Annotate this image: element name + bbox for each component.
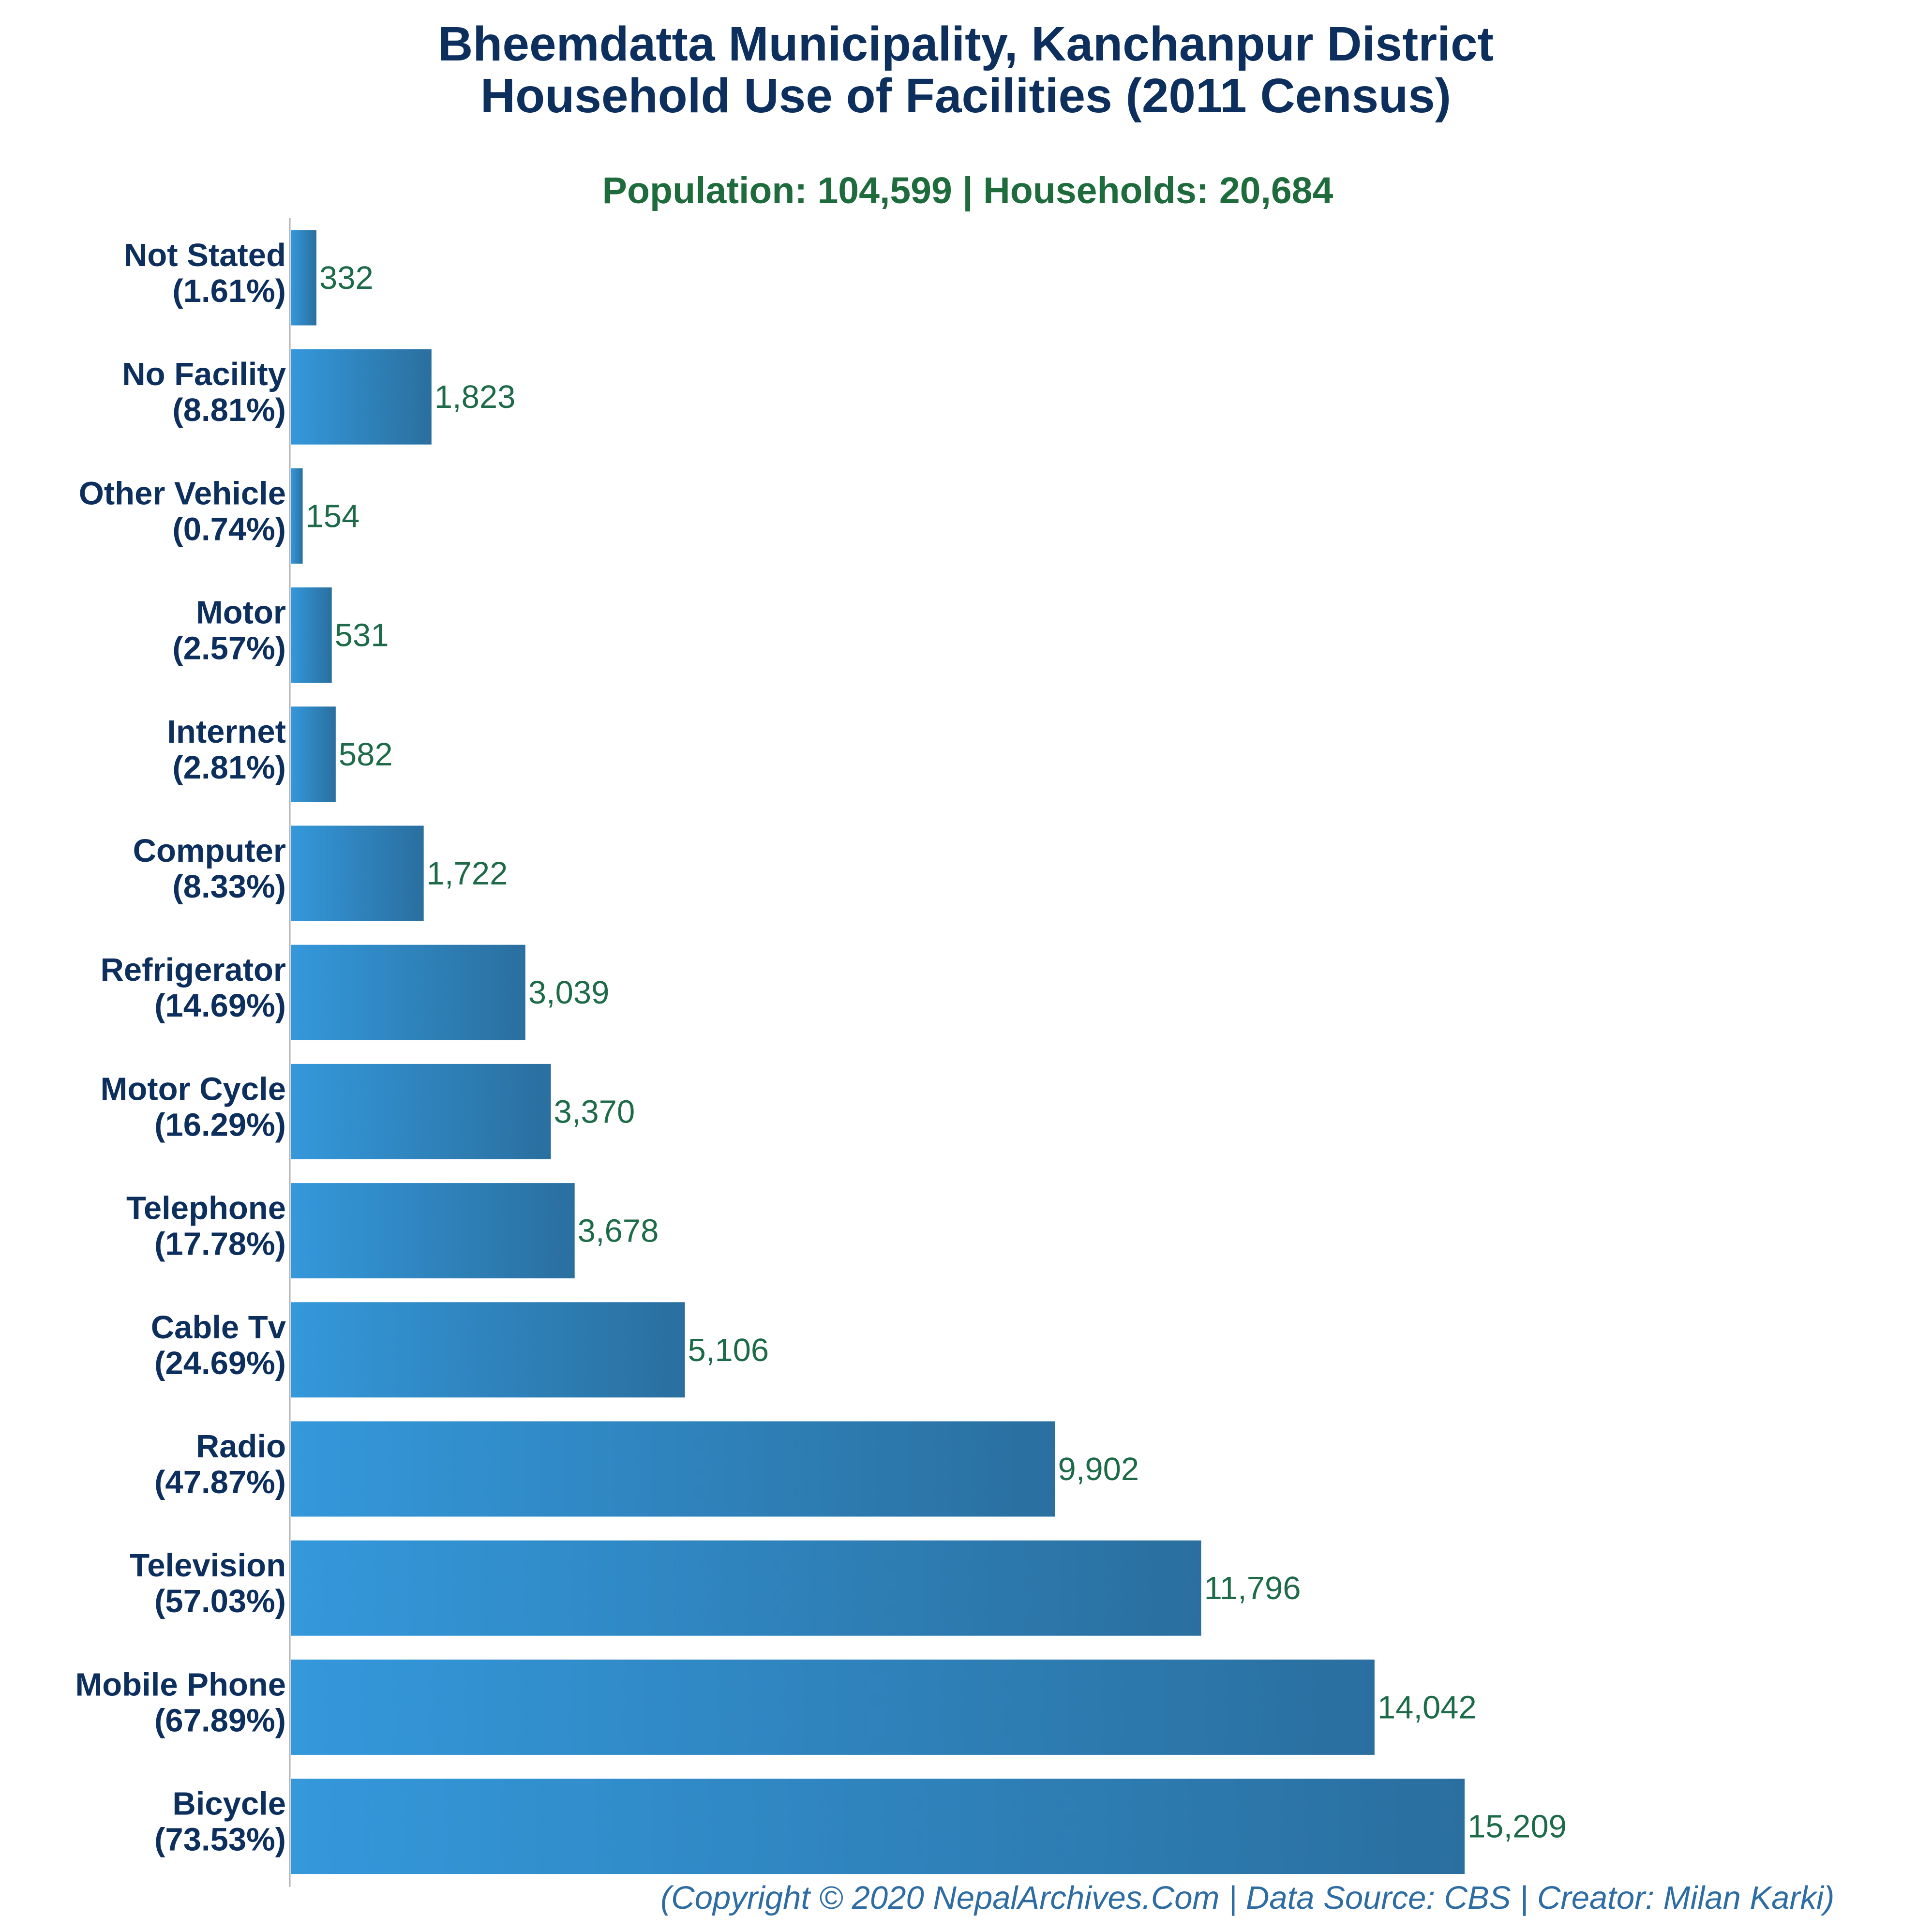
bar bbox=[291, 1540, 1201, 1636]
value-label: 14,042 bbox=[1378, 1689, 1477, 1725]
category-label: Mobile Phone bbox=[75, 1666, 286, 1703]
category-label: Motor Cycle bbox=[101, 1071, 286, 1107]
category-percent-label: (47.87%) bbox=[154, 1464, 286, 1500]
bar bbox=[291, 1421, 1055, 1517]
category-label: Internet bbox=[167, 714, 286, 750]
category-label: Motor bbox=[196, 595, 286, 631]
value-label: 5,106 bbox=[688, 1332, 769, 1368]
category-label: Telephone bbox=[126, 1190, 286, 1227]
chart-credit: (Copyright © 2020 NepalArchives.Com | Da… bbox=[660, 1880, 1834, 1917]
bar bbox=[291, 825, 424, 921]
category-label: Television bbox=[130, 1547, 286, 1584]
category-label: Bicycle bbox=[172, 1786, 286, 1822]
bar bbox=[291, 349, 432, 445]
category-percent-label: (8.33%) bbox=[172, 869, 286, 905]
category-percent-label: (2.57%) bbox=[172, 630, 286, 667]
chart-title-line2: Household Use of Facilities (2011 Census… bbox=[480, 69, 1451, 123]
category-percent-label: (8.81%) bbox=[172, 392, 286, 428]
value-label: 3,370 bbox=[554, 1093, 635, 1130]
value-label: 154 bbox=[306, 498, 360, 534]
category-percent-label: (57.03%) bbox=[154, 1583, 286, 1619]
value-label: 582 bbox=[339, 736, 393, 773]
bar bbox=[291, 468, 303, 564]
category-percent-label: (14.69%) bbox=[154, 988, 286, 1024]
value-label: 3,039 bbox=[528, 974, 610, 1011]
category-label: Cable Tv bbox=[151, 1309, 286, 1346]
value-label: 332 bbox=[319, 260, 374, 296]
category-label: Not Stated bbox=[124, 237, 286, 273]
chart-subtitle: Population: 104,599 | Households: 20,684 bbox=[602, 170, 1333, 211]
value-label: 15,209 bbox=[1468, 1809, 1567, 1845]
bar bbox=[291, 944, 525, 1040]
category-label: Refrigerator bbox=[101, 952, 286, 988]
bar bbox=[291, 1183, 575, 1279]
chart-title-line1: Bheemdatta Municipality, Kanchanpur Dist… bbox=[438, 17, 1494, 71]
value-label: 1,823 bbox=[434, 379, 516, 415]
category-percent-label: (1.61%) bbox=[172, 273, 286, 309]
category-label: Computer bbox=[133, 833, 286, 869]
category-percent-label: (17.78%) bbox=[154, 1226, 286, 1262]
bar bbox=[291, 1659, 1375, 1755]
value-label: 9,902 bbox=[1058, 1451, 1139, 1487]
category-percent-label: (24.69%) bbox=[154, 1345, 286, 1381]
value-label: 11,796 bbox=[1204, 1570, 1301, 1606]
bar bbox=[291, 587, 332, 683]
bar bbox=[291, 1779, 1465, 1874]
category-label: No Facility bbox=[122, 356, 286, 392]
bar bbox=[291, 1063, 551, 1159]
category-label: Other Vehicle bbox=[79, 475, 286, 511]
category-percent-label: (0.74%) bbox=[172, 511, 286, 547]
category-label: Radio bbox=[196, 1428, 286, 1465]
value-label: 531 bbox=[335, 617, 389, 654]
category-percent-label: (2.81%) bbox=[172, 749, 286, 786]
bar bbox=[291, 1302, 685, 1398]
bars-group: 332 Not Stated(1.61%) 1,823 No Facility(8.8… bbox=[75, 230, 1567, 1874]
category-percent-label: (73.53%) bbox=[154, 1822, 286, 1858]
value-label: 1,722 bbox=[427, 855, 508, 892]
category-percent-label: (67.89%) bbox=[154, 1702, 286, 1738]
bar bbox=[291, 230, 316, 326]
category-percent-label: (16.29%) bbox=[154, 1107, 286, 1143]
bar bbox=[291, 706, 336, 802]
value-label: 3,678 bbox=[578, 1213, 659, 1249]
